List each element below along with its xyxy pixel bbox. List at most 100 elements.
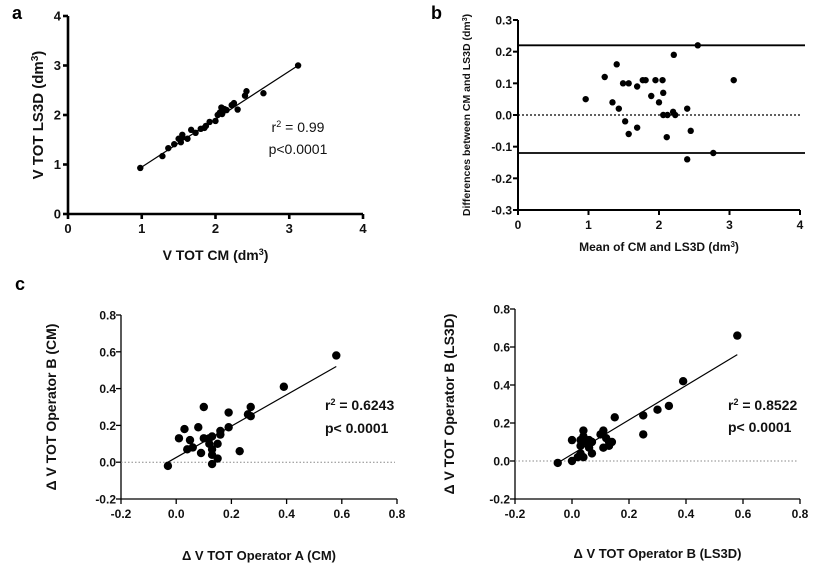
p-value-annotation: p< 0.0001	[728, 419, 792, 435]
x-tick-label: 2	[212, 221, 219, 236]
data-point	[684, 156, 691, 163]
data-point	[246, 412, 255, 421]
data-point	[733, 331, 742, 340]
chart-panel-c-left: -0.2 0.0 0.2 0.4 0.6 0.8 -0.2 0.0 0.2 0.4 0.6 0.8 Δ …	[43, 309, 406, 564]
panel-label-b: b	[431, 3, 442, 23]
x-tick-label: 0.8	[792, 507, 809, 521]
data-point	[163, 461, 173, 471]
x-axis-label: Δ V TOT Operator A (CM)	[182, 548, 336, 563]
regression-line	[557, 354, 738, 464]
data-point	[710, 149, 717, 157]
x-tick-label: 0.2	[621, 507, 638, 521]
data-point	[652, 76, 659, 84]
x-tick-label: 0.8	[389, 507, 406, 521]
data-point	[639, 411, 648, 420]
data-point	[192, 129, 199, 137]
data-point	[194, 423, 203, 432]
data-point	[648, 92, 655, 100]
data-point	[587, 449, 597, 458]
data-point	[684, 105, 691, 112]
y-axis-label: Δ V TOT Operator B (CM)	[43, 324, 59, 491]
y-tick-label: 0.8	[99, 309, 116, 323]
y-tick-label: 0.0	[493, 455, 510, 469]
data-point	[633, 124, 641, 131]
data-point	[730, 76, 737, 84]
y-tick-label: 1	[54, 157, 61, 172]
panel-label-a: a	[12, 3, 23, 23]
y-axis-label: Differences between CM and LS3D (dm3)	[461, 14, 473, 216]
y-tick-label: 0.4	[493, 379, 510, 393]
data-point	[655, 99, 663, 106]
data-point	[165, 144, 172, 152]
r-squared-annotation: r2 = 0.6243	[325, 397, 394, 413]
data-point	[243, 88, 250, 95]
data-point	[621, 118, 629, 125]
x-tick-label: 2	[656, 218, 663, 232]
x-tick-label: -0.2	[111, 507, 132, 521]
y-axis-label: V TOT LS3D (dm3)	[30, 51, 48, 180]
data-point	[659, 76, 666, 84]
data-point	[207, 459, 217, 469]
data-point	[218, 110, 226, 118]
data-point	[230, 99, 238, 107]
chart-panel-b: 0 1 2 3 4 -0.3 -0.2 -0.1 0.0 0.1 0.2 0.3 Mean of CM …	[461, 14, 805, 254]
data-point	[672, 111, 679, 119]
data-point	[246, 402, 255, 412]
r-squared-annotation: r2 = 0.8522	[728, 397, 797, 413]
y-tick-label: 0.2	[493, 417, 510, 431]
chart-panel-a: 0 1 2 3 4 0 1 2 3 4 V TOT CM (dm3) V TOT LS3D (dm3)…	[30, 9, 368, 264]
y-tick-label: 0.6	[493, 341, 510, 355]
data-point	[234, 106, 241, 113]
data-point	[599, 426, 608, 435]
data-point	[159, 152, 166, 160]
data-point	[613, 61, 620, 68]
data-point	[694, 42, 701, 49]
y-tick-label: 0.8	[493, 303, 510, 317]
x-tick-label: 0.0	[564, 507, 581, 521]
p-value-annotation: p< 0.0001	[325, 420, 389, 436]
data-point	[212, 117, 219, 125]
r-squared-annotation: r2 = 0.99	[272, 119, 325, 135]
data-point	[332, 351, 341, 360]
data-point	[607, 437, 617, 447]
x-tick-label: 4	[359, 221, 367, 236]
data-point	[678, 377, 688, 386]
data-point	[601, 73, 608, 81]
y-tick-label: -0.3	[491, 204, 512, 218]
data-point	[687, 127, 694, 135]
data-point	[587, 437, 597, 447]
data-point	[180, 424, 189, 434]
data-point	[184, 135, 191, 142]
x-tick-label: 0.4	[678, 507, 695, 521]
data-point	[619, 80, 627, 87]
data-point	[610, 413, 619, 422]
x-tick-label: 1	[138, 221, 145, 236]
y-tick-label: 0.3	[495, 14, 512, 28]
data-point	[642, 76, 649, 84]
x-tick-label: 3	[286, 221, 293, 236]
y-tick-label: 0.6	[99, 345, 116, 359]
x-tick-label: 0.2	[223, 507, 240, 521]
data-point	[653, 405, 662, 414]
data-point	[625, 130, 632, 138]
panel-label-c: c	[15, 274, 25, 294]
y-tick-label: 0.4	[99, 382, 116, 396]
data-point	[206, 118, 213, 126]
data-point	[639, 430, 648, 439]
data-point	[670, 51, 678, 59]
x-tick-label: 3	[726, 218, 733, 232]
y-tick-label: -0.2	[95, 493, 116, 507]
data-point	[224, 423, 233, 432]
y-tick-label: -0.2	[491, 172, 512, 186]
data-point	[235, 446, 244, 456]
y-tick-label: 2	[54, 108, 61, 123]
x-tick-label: 0.6	[735, 507, 752, 521]
data-point	[137, 164, 144, 172]
data-point	[213, 454, 222, 463]
y-tick-label: -0.1	[491, 140, 512, 154]
data-point	[609, 99, 616, 106]
data-point	[199, 402, 208, 412]
data-point	[582, 95, 589, 103]
data-point	[294, 62, 302, 69]
